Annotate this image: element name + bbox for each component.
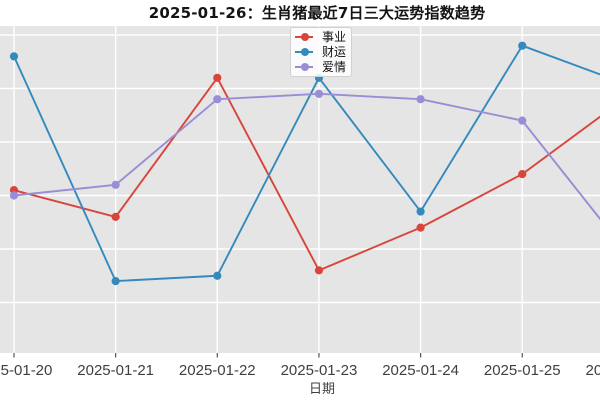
- data-point-wealth: [9, 52, 19, 61]
- legend-label-wealth: 财运: [322, 44, 347, 59]
- data-point-love: [416, 95, 425, 104]
- legend-label-love: 爱情: [322, 59, 347, 74]
- data-point-love: [314, 89, 324, 98]
- data-point-wealth: [213, 271, 222, 280]
- legend-item-wealth: 财运: [295, 44, 346, 59]
- x-tick-label: 2025-01-25: [484, 362, 561, 379]
- data-point-love: [111, 180, 120, 189]
- x-tick-label: 2025-01-20: [0, 362, 52, 379]
- data-point-love: [213, 95, 222, 104]
- data-point-career: [518, 170, 527, 179]
- x-tick-label: 2025-01-24: [382, 362, 459, 379]
- x-tick-label: 2025-01-21: [77, 362, 154, 379]
- data-point-career: [416, 223, 425, 232]
- data-point-love: [9, 191, 19, 200]
- line-marker-icon: [295, 47, 313, 56]
- data-point-career: [314, 266, 324, 275]
- x-axis-title: 日期: [309, 382, 335, 397]
- x-tick-label: 2025-01-23: [281, 362, 358, 379]
- legend-item-love: 爱情: [295, 59, 346, 74]
- data-point-wealth: [518, 41, 527, 50]
- legend-item-career: 事业: [295, 29, 346, 44]
- data-point-wealth: [416, 207, 425, 216]
- x-tick-label: 2025-01-26: [586, 362, 600, 379]
- data-point-love: [518, 116, 527, 125]
- chart-title: 2025-01-26：生肖猪最近7日三大运势指数趋势: [148, 4, 486, 22]
- data-point-wealth: [111, 277, 120, 286]
- data-point-career: [111, 212, 120, 221]
- legend-label-career: 事业: [322, 29, 347, 44]
- legend: 事业 财运 爱情: [290, 27, 353, 77]
- x-tick-label: 2025-01-22: [179, 362, 256, 379]
- data-point-career: [213, 73, 222, 82]
- line-marker-icon: [295, 62, 313, 71]
- line-marker-icon: [295, 32, 313, 41]
